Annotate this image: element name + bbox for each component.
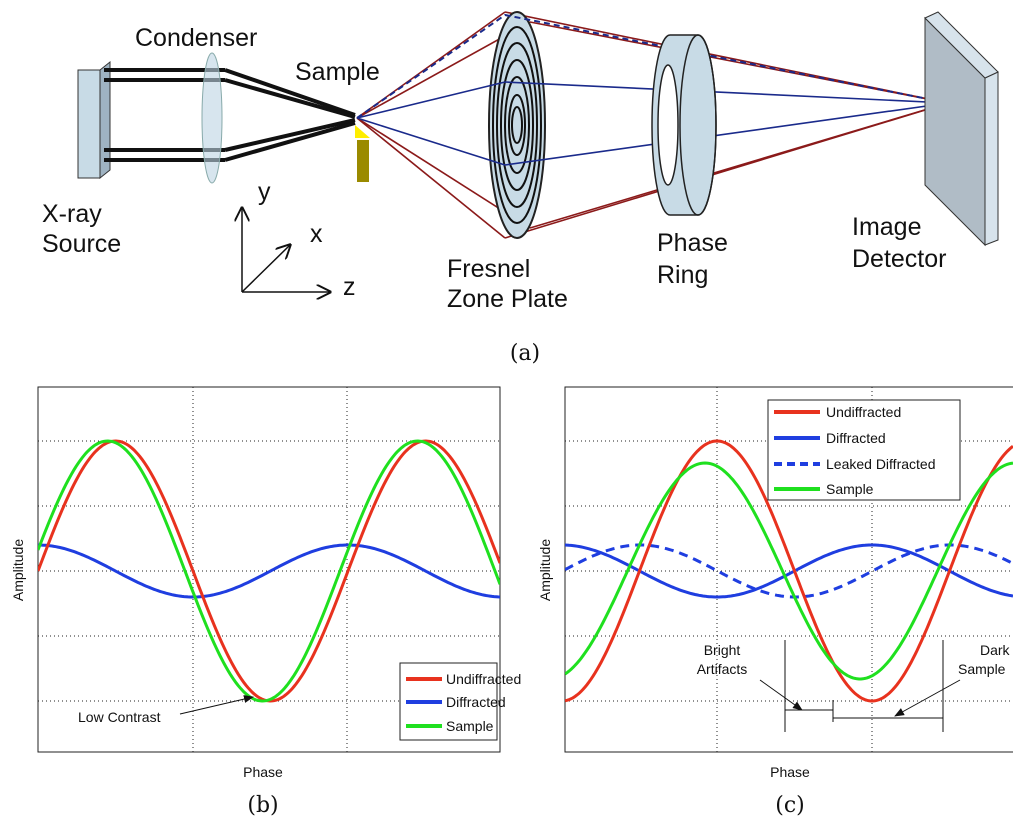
- label: Source: [42, 230, 121, 258]
- annotation: Dark: [980, 642, 1011, 658]
- legend-label: Undiffracted: [826, 404, 901, 420]
- sample-post: [357, 140, 369, 182]
- curve: [565, 439, 1013, 703]
- label: x: [310, 220, 323, 248]
- legend-label: Undiffracted: [446, 671, 521, 687]
- annotation-arrow: [179, 695, 254, 715]
- legend-label: Diffracted: [826, 430, 886, 446]
- label: Image: [852, 213, 921, 241]
- y-axis-label: Amplitude: [537, 539, 553, 601]
- source-box: [77, 69, 101, 179]
- coord-axes: [242, 208, 330, 292]
- label: Sample: [295, 58, 380, 86]
- x-axis-label: Phase: [770, 764, 810, 780]
- detector-top: [924, 11, 999, 79]
- caption: (b): [247, 793, 278, 818]
- phase-ring-hole: [657, 64, 679, 186]
- label: z: [343, 273, 356, 301]
- legend-label: Leaked Diffracted: [826, 456, 935, 472]
- caption: (c): [775, 793, 805, 818]
- label: Zone Plate: [447, 285, 568, 313]
- legend-label: Sample: [446, 718, 494, 734]
- diagram-a: Condenser Sample X-ray Source y x z Fres…: [42, 11, 999, 366]
- curve: [565, 461, 1013, 681]
- label: Ring: [657, 261, 708, 289]
- condenser-lens: [201, 52, 223, 184]
- panel-b: Undiffracted Diffracted Sample Low Contr…: [10, 386, 521, 818]
- zone-rings: [492, 26, 542, 224]
- x-axis-label: Phase: [243, 764, 283, 780]
- label: X-ray: [42, 200, 102, 228]
- phase-ring-edge: [679, 34, 717, 216]
- y-axis-label: Amplitude: [10, 539, 26, 601]
- curve: [38, 439, 500, 703]
- legend-label: Diffracted: [446, 694, 506, 710]
- bracket: [759, 640, 961, 732]
- curve: [38, 543, 500, 599]
- annotation: Sample: [958, 661, 1006, 677]
- sample-tip: [355, 125, 370, 138]
- detector-side: [984, 71, 999, 246]
- panel-c: Undiffracted Diffracted Leaked Diffracte…: [537, 386, 1013, 818]
- annotation: Artifacts: [697, 661, 748, 677]
- legend: [767, 399, 961, 501]
- label: Detector: [852, 245, 946, 273]
- annotation: Low Contrast: [78, 709, 161, 725]
- legend-label: Sample: [826, 481, 874, 497]
- label: Phase: [657, 229, 728, 257]
- label: Fresnel: [447, 255, 530, 283]
- label: y: [258, 178, 271, 206]
- caption: (a): [510, 341, 540, 366]
- blue-rays: [356, 13, 949, 166]
- label: Condenser: [135, 24, 257, 52]
- annotation: Bright: [704, 642, 741, 658]
